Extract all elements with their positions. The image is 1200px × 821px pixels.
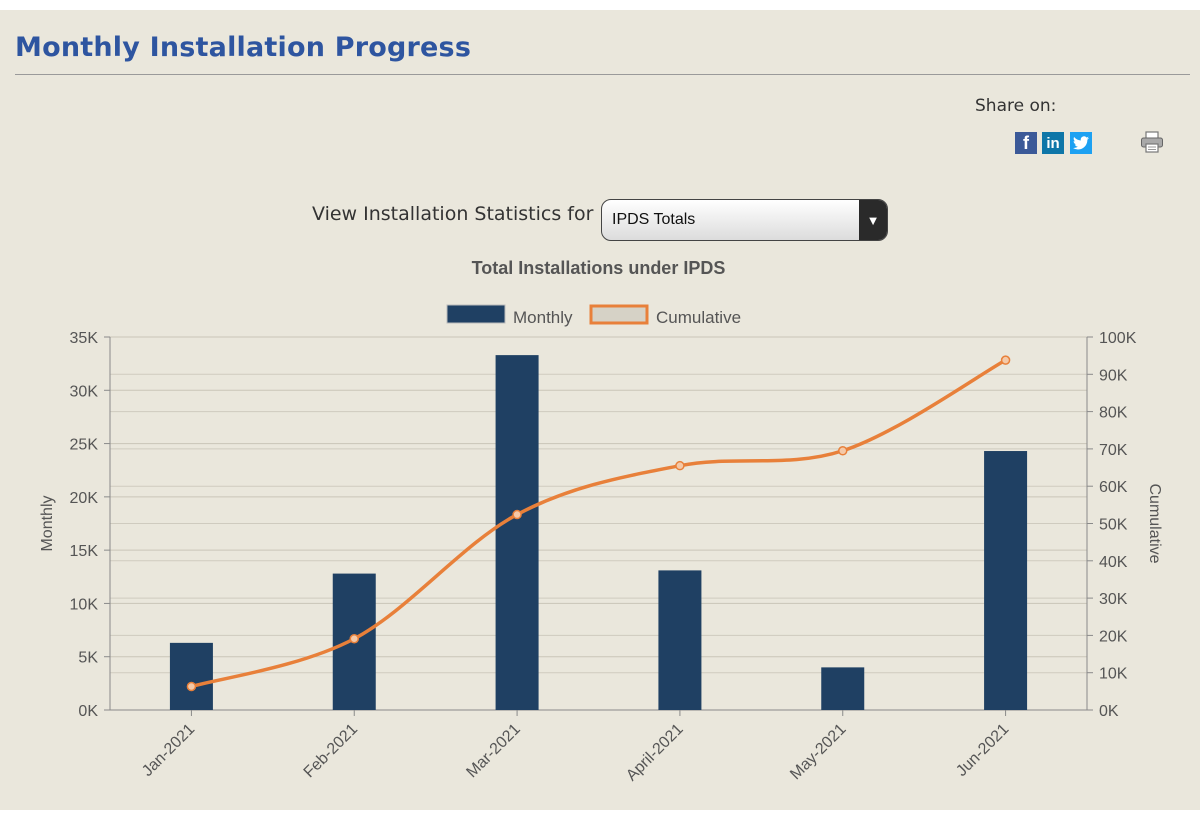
linkedin-icon[interactable]: in <box>1042 132 1064 154</box>
y-tick-label-left: 35K <box>70 330 99 347</box>
bar-monthly <box>495 355 539 710</box>
legend-swatch-cumulative <box>589 304 649 325</box>
y-tick-label-right: 90K <box>1099 367 1128 384</box>
y-tick-label-right: 80K <box>1099 405 1128 422</box>
bar-monthly <box>169 642 213 710</box>
y-tick-label-left: 15K <box>70 543 99 560</box>
select-value: IPDS Totals <box>612 211 696 228</box>
page-title: Monthly Installation Progress <box>15 32 472 63</box>
cumulative-point <box>675 460 685 471</box>
y-tick-label-left: 10K <box>70 596 99 613</box>
y-tick-label-left: 30K <box>70 383 99 400</box>
print-icon[interactable] <box>1140 131 1164 153</box>
y-tick-label-left: 0K <box>78 703 98 720</box>
statistics-select[interactable]: IPDS Totals ▼ <box>601 199 888 241</box>
legend-label-cumulative: Cumulative <box>656 308 741 327</box>
y-tick-label-right: 100K <box>1099 330 1137 347</box>
chevron-down-icon: ▼ <box>859 200 887 240</box>
y-tick-label-right: 10K <box>1099 666 1128 683</box>
chart-title: Total Installations under IPDS <box>472 258 726 278</box>
cumulative-point <box>512 509 522 520</box>
bar-monthly <box>984 451 1028 710</box>
title-divider <box>15 74 1190 75</box>
cumulative-point <box>349 634 359 644</box>
bar-monthly <box>821 667 865 710</box>
share-label: Share on: <box>975 96 1057 116</box>
y-tick-label-right: 40K <box>1099 554 1128 571</box>
x-tick-label: Jun-2021 <box>953 721 1012 780</box>
y-axis-title-left: Monthly <box>39 495 56 551</box>
y-tick-label-right: 30K <box>1099 591 1128 608</box>
cumulative-point <box>186 681 197 692</box>
filter-label: View Installation Statistics for <box>312 203 594 225</box>
bar-monthly <box>658 570 702 710</box>
y-tick-label-right: 70K <box>1099 442 1128 459</box>
facebook-icon[interactable]: f <box>1015 132 1037 154</box>
y-axis-title-right: Cumulative <box>1146 483 1163 563</box>
x-tick-label: Mar-2021 <box>463 721 524 782</box>
legend-swatch-monthly <box>446 304 506 324</box>
legend-label-monthly: Monthly <box>513 308 573 327</box>
twitter-icon[interactable] <box>1070 132 1092 154</box>
cumulative-point <box>838 446 848 456</box>
y-tick-label-left: 20K <box>70 490 99 507</box>
y-tick-label-left: 25K <box>70 437 99 454</box>
y-tick-label-right: 60K <box>1099 479 1128 496</box>
x-tick-label: Jan-2021 <box>139 721 198 780</box>
cumulative-point <box>1000 355 1011 365</box>
y-tick-label-right: 50K <box>1099 517 1128 534</box>
y-tick-label-left: 5K <box>78 650 98 667</box>
y-tick-label-right: 0K <box>1099 703 1119 720</box>
x-tick-label: May-2021 <box>787 721 849 783</box>
x-tick-label: Feb-2021 <box>301 721 362 782</box>
y-tick-label-right: 20K <box>1099 628 1128 645</box>
cumulative-line <box>189 358 1008 689</box>
x-tick-label: April-2021 <box>623 721 687 785</box>
